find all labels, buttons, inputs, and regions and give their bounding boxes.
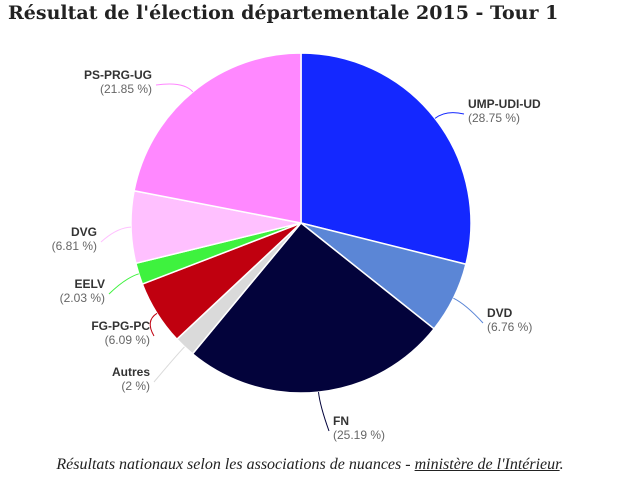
slice-label-percent: (25.19 %) — [333, 428, 385, 442]
pie-slice-fn[interactable] — [191, 222, 435, 394]
slice-label-percent: (6.76 %) — [487, 320, 532, 334]
connector-autres — [153, 346, 185, 383]
connector-ps-prg-ug — [155, 83, 194, 93]
slice-label-name: EELV — [75, 277, 105, 291]
connector-eelv — [108, 273, 139, 295]
pie-slice-ump-udi-ud[interactable] — [300, 52, 472, 265]
slice-label-name: UMP-UDI-UD — [468, 97, 541, 111]
slice-label-name: DVG — [71, 225, 97, 239]
connector-fg-pg-pc — [149, 312, 158, 337]
slice-labels: UMP-UDI-UD(28.75 %) DVD(6.76 %) FN(25.19 %… — [52, 68, 541, 442]
chart-title: Résultat de l'élection départementale 20… — [8, 2, 559, 24]
slice-label-percent: (28.75 %) — [468, 111, 520, 125]
slice-label-percent: (2 %) — [121, 379, 150, 393]
connector-ump-udi-ud — [434, 112, 465, 119]
connector-dvd — [453, 297, 484, 324]
slice-label-percent: (6.81 %) — [52, 239, 97, 253]
chart-caption: Résultats nationaux selon les associatio… — [0, 456, 620, 474]
source-link[interactable]: ministère de l'Intérieur — [414, 456, 560, 473]
slice-label-percent: (6.09 %) — [105, 333, 150, 347]
connector-fn — [318, 392, 330, 432]
slice-label-name: FG-PG-PC — [91, 319, 150, 333]
label-connectors — [100, 83, 484, 432]
caption-text: Résultats nationaux selon les associatio… — [56, 456, 415, 473]
slice-label-name: DVD — [487, 306, 513, 320]
slice-label-percent: (21.85 %) — [100, 82, 152, 96]
caption-end: . — [559, 456, 564, 473]
slice-label-name: PS-PRG-UG — [84, 68, 152, 82]
slice-label-name: Autres — [112, 365, 150, 379]
connector-dvg — [100, 226, 132, 243]
slice-label-percent: (2.03 %) — [60, 291, 105, 305]
pie-slices — [130, 52, 472, 394]
slice-label-name: FN — [333, 414, 349, 428]
